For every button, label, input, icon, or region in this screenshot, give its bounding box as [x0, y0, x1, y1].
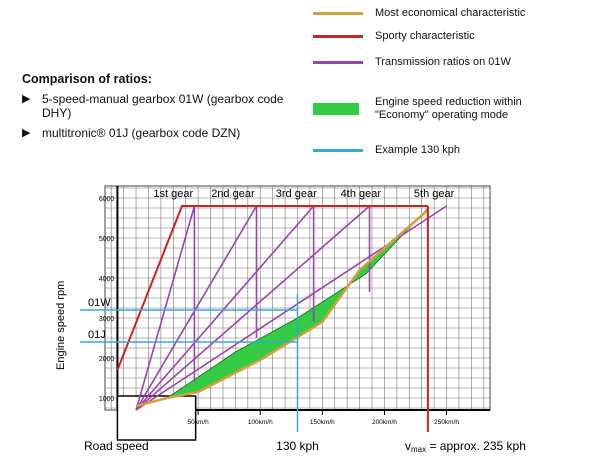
example-rpm-label: 01J — [88, 329, 106, 341]
chart-labels: 01W 01J 1st gear 2nd gear 3rd gear 4th gear 5t… — [55, 188, 526, 454]
y-tick-label: 4000 — [99, 276, 115, 283]
example-speed-label: 130 kph — [276, 439, 319, 453]
legend-label-sporty: Sporty characteristic — [375, 30, 475, 42]
legend-label-transmission: Transmission ratios on 01W — [375, 56, 511, 68]
vmax-label: vmax = approx. 235 kph — [405, 439, 526, 454]
bullet-icon: ▶ — [22, 93, 31, 105]
y-tick-label: 1000 — [99, 396, 115, 403]
x-tick-label: 200km/h — [372, 419, 397, 426]
comparison-title: Comparison of ratios: — [22, 72, 152, 86]
legend-item-example: Example 130 kph — [313, 144, 460, 157]
transmission-ratio-line — [135, 205, 196, 411]
gear-label: 4th gear — [341, 188, 382, 200]
y-tick-label: 3000 — [99, 316, 115, 323]
comparison-item-text: multitronic® 01J (gearbox code DZN) — [42, 126, 241, 140]
x-axis-title: Road speed — [84, 439, 149, 453]
legend-label-example: Example 130 kph — [375, 144, 460, 156]
comparison-item-01j: ▶ multitronic® 01J (gearbox code DZN) — [22, 126, 297, 140]
legend-swatch-example — [313, 149, 363, 152]
comparison-item-01w: ▶ 5-speed-manual gearbox 01W (gearbox co… — [22, 92, 297, 120]
comparison-block: Comparison of ratios: ▶ 5-speed-manual g… — [22, 72, 297, 146]
legend-swatch-economical — [313, 12, 363, 15]
example-rpm-label: 01W — [88, 297, 111, 309]
gear-label: 3rd gear — [276, 188, 317, 200]
y-tick-label: 5000 — [99, 236, 115, 243]
chart-lines — [116, 205, 447, 432]
gear-label: 1st gear — [153, 188, 193, 200]
legend-swatch-transmission — [313, 61, 363, 64]
x-tick-label: 50km/h — [187, 419, 209, 426]
comparison-item-text: 5-speed-manual gearbox 01W (gearbox code… — [42, 92, 284, 120]
legend-label-economical: Most economical characteristic — [375, 7, 526, 19]
y-tick-label: 6000 — [99, 196, 115, 203]
transmission-ratio-line — [135, 205, 371, 411]
legend-item-economy-area: Engine speed reduction within "Economy" … — [313, 96, 522, 122]
transmission-ratio-line — [135, 205, 258, 411]
sporty-line — [116, 205, 428, 371]
gear-label: 5th gear — [414, 188, 455, 200]
x-tick-label: 250km/h — [434, 419, 459, 426]
legend-item-transmission: Transmission ratios on 01W — [313, 56, 511, 69]
start-box — [116, 395, 197, 441]
reference-lines — [80, 294, 299, 432]
x-tick-label: 100km/h — [248, 419, 273, 426]
legend-item-sporty: Sporty characteristic — [313, 30, 475, 43]
x-tick-label: 150km/h — [310, 419, 335, 426]
bullet-icon: ▶ — [22, 127, 31, 139]
gear-label: 2nd gear — [211, 188, 255, 200]
y-axis-title: Engine speed rpm — [55, 281, 67, 370]
legend-label-economy-area: Engine speed reduction within "Economy" … — [375, 96, 522, 121]
legend-swatch-sporty — [313, 35, 363, 38]
legend-swatch-economy-area — [313, 103, 359, 115]
y-tick-label: 2000 — [99, 356, 115, 363]
economical-line — [135, 209, 429, 408]
legend-item-economical: Most economical characteristic — [313, 7, 525, 20]
transmission-ratio-line — [135, 205, 315, 411]
